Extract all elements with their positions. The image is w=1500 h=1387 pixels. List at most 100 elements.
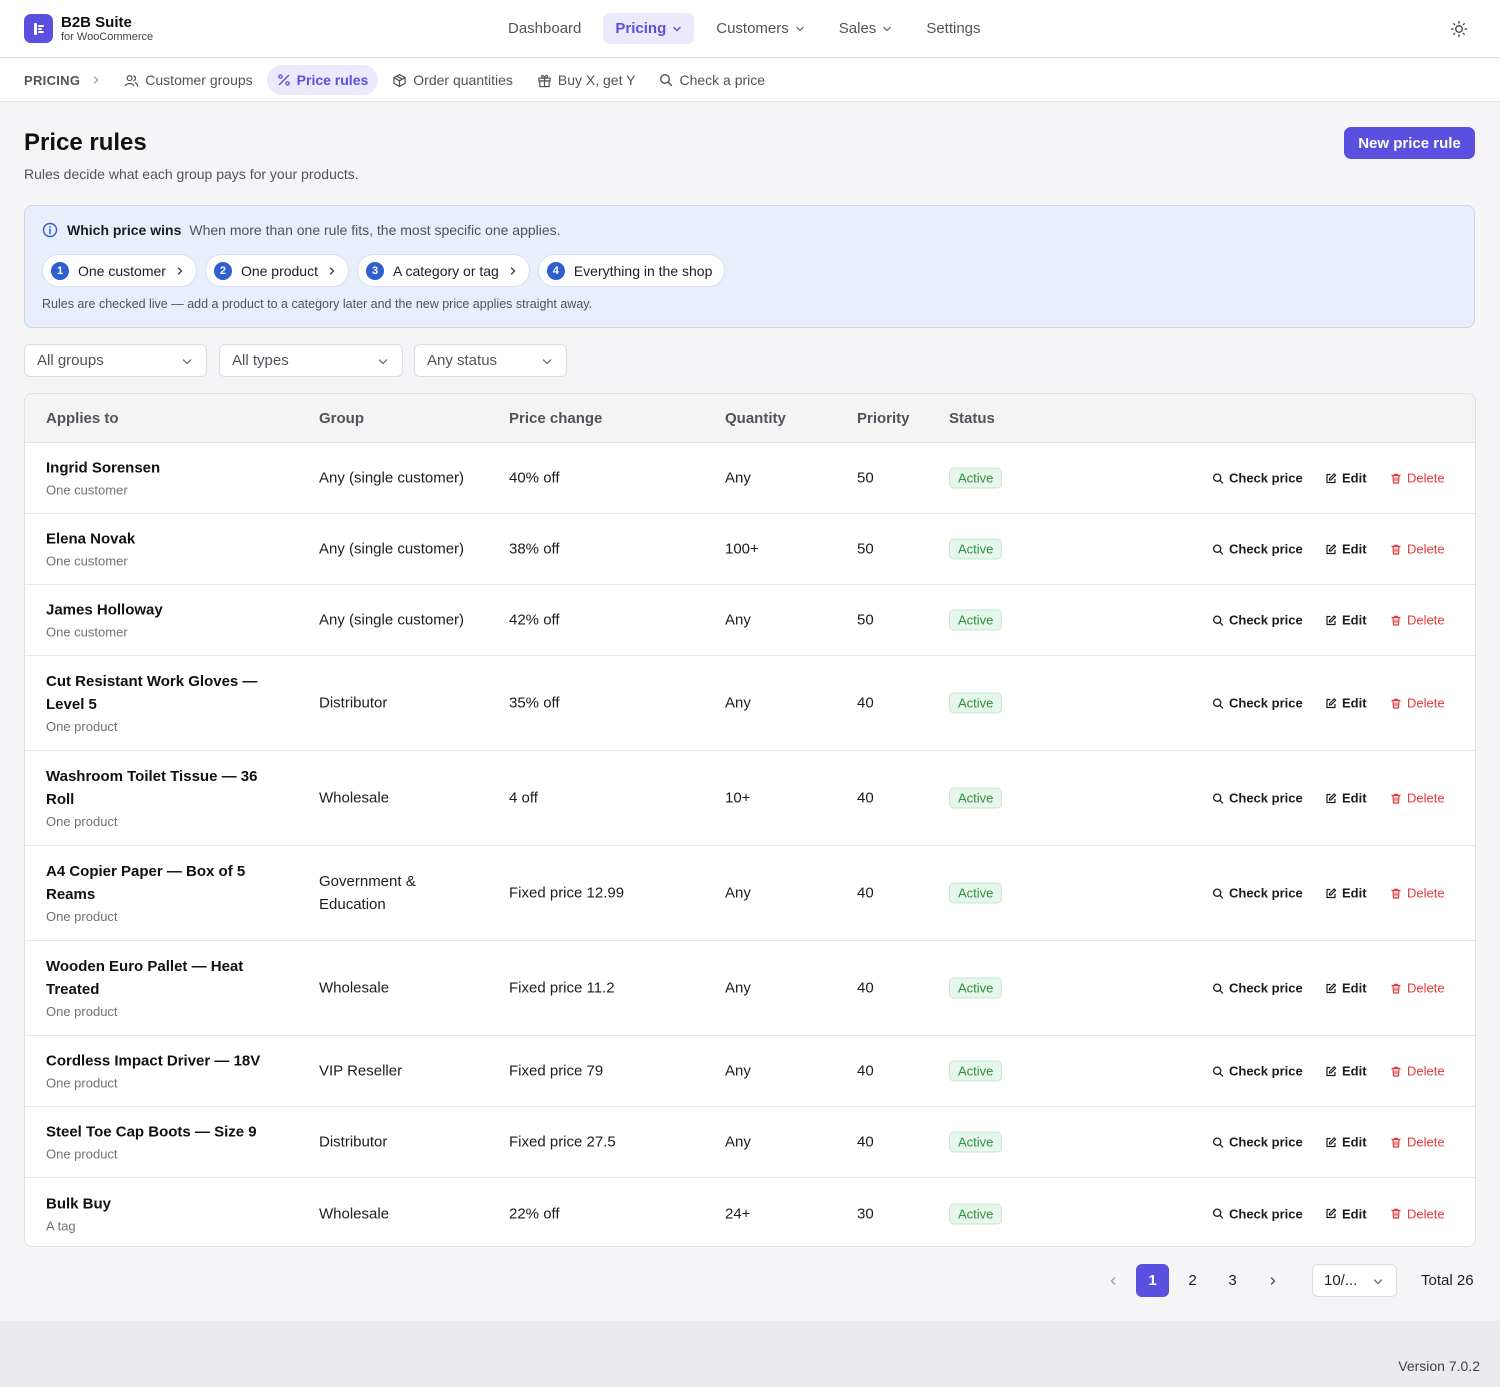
edit-icon bbox=[1326, 792, 1337, 803]
delete-button[interactable]: Delete bbox=[1390, 696, 1445, 711]
subnav-check-a-price[interactable]: Check a price bbox=[649, 65, 775, 95]
page-button-2[interactable]: 2 bbox=[1188, 1272, 1197, 1289]
check-price-button[interactable]: Check price bbox=[1212, 471, 1325, 486]
brand[interactable]: B2B Suite for WooCommerce bbox=[24, 14, 153, 43]
rule-target-name[interactable]: Ingrid Sorensen bbox=[46, 459, 161, 477]
rule-target-name[interactable]: Washroom Toilet Tissue — 36 Roll bbox=[46, 768, 258, 808]
page-button-1[interactable]: 1 bbox=[1136, 1264, 1169, 1297]
delete-button[interactable]: Delete bbox=[1390, 613, 1445, 628]
rule-target-kind: One product bbox=[46, 719, 118, 734]
quantity-cell: Any bbox=[725, 611, 751, 629]
nav-customers[interactable]: Customers bbox=[704, 13, 817, 44]
page-button-3[interactable]: 3 bbox=[1228, 1272, 1237, 1289]
chevron-down-icon bbox=[883, 26, 892, 31]
precedence-step: 3 A category or tag bbox=[357, 254, 530, 287]
check-price-button[interactable]: Check price bbox=[1212, 1064, 1325, 1079]
version-label: Version 7.0.2 bbox=[1398, 1358, 1480, 1374]
rule-target-name[interactable]: Cut Resistant Work Gloves — Level 5 bbox=[46, 673, 258, 713]
rule-target-kind: One customer bbox=[46, 624, 128, 640]
chevron-down-icon bbox=[1373, 1279, 1383, 1285]
priority-cell: 40 bbox=[857, 1062, 874, 1080]
precedence-step: 1 One customer bbox=[42, 254, 197, 287]
delete-button[interactable]: Delete bbox=[1390, 471, 1445, 486]
delete-button[interactable]: Delete bbox=[1390, 886, 1445, 901]
subnav-order-quantities[interactable]: Order quantities bbox=[382, 65, 523, 95]
edit-button[interactable]: Edit bbox=[1325, 471, 1390, 486]
rule-target-name[interactable]: Steel Toe Cap Boots — Size 9 bbox=[46, 1123, 257, 1141]
edit-button[interactable]: Edit bbox=[1325, 1135, 1390, 1150]
subnav-label: Buy X, get Y bbox=[557, 72, 636, 88]
check-price-button[interactable]: Check price bbox=[1212, 1135, 1325, 1150]
chevron-down-icon bbox=[542, 359, 552, 365]
status-filter-select[interactable]: Any status bbox=[414, 344, 567, 377]
subnav-customer-groups[interactable]: Customer groups bbox=[114, 65, 262, 95]
table-row: Cordless Impact Driver — 18V One product V… bbox=[25, 1036, 1475, 1107]
nav-sales[interactable]: Sales bbox=[827, 13, 905, 44]
edit-button[interactable]: Edit bbox=[1325, 791, 1390, 806]
theme-toggle-sun-icon[interactable] bbox=[1450, 20, 1468, 38]
delete-button[interactable]: Delete bbox=[1390, 1135, 1445, 1150]
priority-cell: 40 bbox=[857, 789, 874, 807]
delete-button[interactable]: Delete bbox=[1390, 981, 1445, 996]
edit-button[interactable]: Edit bbox=[1325, 886, 1390, 901]
subnav-label: Customer groups bbox=[145, 72, 253, 88]
edit-button[interactable]: Edit bbox=[1325, 696, 1390, 711]
edit-button[interactable]: Edit bbox=[1325, 981, 1390, 996]
status-cell: Active bbox=[949, 538, 1003, 560]
edit-label: Edit bbox=[1342, 885, 1367, 901]
priority-cell: 40 bbox=[857, 884, 874, 902]
delete-label: Delete bbox=[1407, 695, 1445, 711]
column-header-quantity: Quantity bbox=[725, 410, 786, 427]
delete-label: Delete bbox=[1407, 790, 1445, 806]
chevron-down-icon bbox=[673, 26, 681, 31]
edit-button[interactable]: Edit bbox=[1325, 1206, 1390, 1221]
row-actions: Check price Edit Delete bbox=[1212, 471, 1445, 486]
breadcrumb-root[interactable]: PRICING bbox=[24, 72, 81, 88]
subnav-buy-x-get-y[interactable]: Buy X, get Y bbox=[527, 65, 646, 95]
check-price-label: Check price bbox=[1229, 612, 1303, 628]
edit-button[interactable]: Edit bbox=[1325, 1064, 1390, 1079]
search-icon bbox=[1212, 543, 1224, 555]
nav-dashboard[interactable]: Dashboard bbox=[496, 13, 593, 44]
rule-target-name[interactable]: Bulk Buy bbox=[46, 1195, 112, 1212]
status-cell: Active bbox=[949, 1060, 1003, 1082]
check-price-button[interactable]: Check price bbox=[1212, 542, 1325, 557]
group-filter-select[interactable]: All groups bbox=[24, 344, 207, 377]
edit-label: Edit bbox=[1342, 980, 1367, 996]
row-actions: Check price Edit Delete bbox=[1212, 791, 1445, 806]
applies-to-cell: Steel Toe Cap Boots — Size 9 One product bbox=[46, 1121, 266, 1164]
trash-icon bbox=[1391, 1137, 1401, 1148]
delete-button[interactable]: Delete bbox=[1390, 1064, 1445, 1079]
subnav-price-rules[interactable]: Price rules bbox=[266, 65, 379, 95]
trash-icon bbox=[1391, 473, 1401, 484]
delete-button[interactable]: Delete bbox=[1390, 1206, 1445, 1221]
page-size-select[interactable]: 10/... bbox=[1312, 1264, 1397, 1297]
check-price-label: Check price bbox=[1229, 1134, 1303, 1150]
price-change-cell: 42% off bbox=[509, 611, 560, 629]
check-price-button[interactable]: Check price bbox=[1212, 1206, 1325, 1221]
rule-target-name[interactable]: A4 Copier Paper — Box of 5 Reams bbox=[46, 863, 246, 903]
page-size-value: 10/... bbox=[1324, 1272, 1358, 1289]
search-icon bbox=[1212, 982, 1224, 994]
price-change-cell: Fixed price 11.2 bbox=[509, 979, 615, 997]
delete-button[interactable]: Delete bbox=[1390, 542, 1445, 557]
delete-button[interactable]: Delete bbox=[1390, 791, 1445, 806]
edit-button[interactable]: Edit bbox=[1325, 613, 1390, 628]
prev-page-button[interactable] bbox=[1096, 1264, 1129, 1297]
new-price-rule-button[interactable]: New price rule bbox=[1344, 127, 1475, 159]
rule-target-name[interactable]: Wooden Euro Pallet — Heat Treated bbox=[46, 958, 244, 998]
next-page-button[interactable] bbox=[1256, 1264, 1289, 1297]
rule-target-name[interactable]: Cordless Impact Driver — 18V bbox=[46, 1052, 261, 1070]
check-price-button[interactable]: Check price bbox=[1212, 791, 1325, 806]
edit-button[interactable]: Edit bbox=[1325, 542, 1390, 557]
check-price-button[interactable]: Check price bbox=[1212, 696, 1325, 711]
check-price-button[interactable]: Check price bbox=[1212, 613, 1325, 628]
rule-target-name[interactable]: Elena Novak bbox=[46, 530, 136, 548]
rule-target-name[interactable]: James Holloway bbox=[46, 601, 163, 619]
type-filter-select[interactable]: All types bbox=[219, 344, 403, 377]
nav-pricing[interactable]: Pricing bbox=[603, 13, 695, 44]
check-price-button[interactable]: Check price bbox=[1212, 981, 1325, 996]
info-note: Rules are checked live — add a product t… bbox=[42, 297, 593, 311]
nav-settings[interactable]: Settings bbox=[914, 13, 992, 44]
check-price-button[interactable]: Check price bbox=[1212, 886, 1325, 901]
